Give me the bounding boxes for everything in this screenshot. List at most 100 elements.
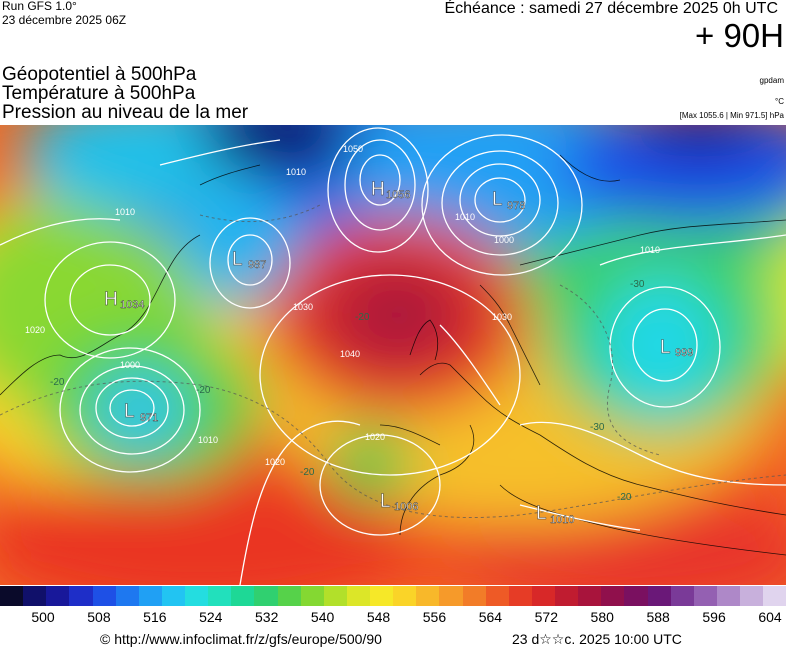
color-swatch: [624, 586, 648, 606]
color-swatch: [508, 586, 532, 606]
temperature-label: -30: [590, 422, 605, 433]
color-scale-tick: 564: [478, 609, 503, 625]
source-url: © http://www.infoclimat.fr/z/gfs/europe/…: [100, 631, 382, 647]
isobar-label: 1020: [25, 325, 45, 335]
unit-gpdam: gpdam: [759, 76, 784, 85]
pressure-center-low-1006: L 1006: [380, 491, 419, 513]
isobar-label: 1000: [120, 360, 140, 370]
isobar-label: 1000: [494, 235, 514, 245]
color-scale-ticks: 500 508 516 524 532 540 548 556 564 572 580 588 596 6…: [0, 609, 786, 627]
pressure-center-letter: H: [371, 179, 385, 200]
isobar-label: 1010: [455, 212, 475, 222]
color-swatch: [393, 586, 417, 606]
color-scale-tick: 540: [310, 609, 335, 625]
pressure-center-value: 1056: [386, 189, 410, 201]
color-swatch: [69, 586, 93, 606]
color-swatch: [439, 586, 463, 606]
color-scale-tick: 500: [31, 609, 55, 625]
color-swatch: [208, 586, 232, 606]
temperature-label: -20: [50, 377, 65, 388]
color-swatch: [740, 586, 764, 606]
color-scale-tick: 548: [366, 609, 391, 625]
color-swatch: [46, 586, 70, 606]
color-swatch: [531, 586, 555, 606]
color-swatch: [647, 586, 671, 606]
pressure-center-letter: L: [380, 491, 391, 512]
color-swatch: [115, 586, 139, 606]
pressure-center-low-987: L 987: [232, 249, 267, 271]
color-swatch: [555, 586, 579, 606]
color-swatch: [23, 586, 47, 606]
color-swatch: [716, 586, 740, 606]
pressure-center-value: 999: [675, 347, 693, 359]
title-temperature: Température à 500hPa: [2, 83, 196, 104]
temperature-label: -20: [355, 312, 370, 323]
pressure-center-high-1034: H 1034: [104, 289, 145, 311]
color-swatch: [231, 586, 255, 606]
pressure-center-value: 987: [248, 259, 266, 271]
isobar-label: 1010: [640, 245, 660, 255]
isobar-label: 1050: [343, 144, 363, 154]
generated-date: 23 d☆☆c. 2025 10:00 UTC: [512, 631, 682, 647]
temperature-label: -20: [617, 492, 632, 503]
temperature-label: -20: [300, 467, 315, 478]
color-swatch: [185, 586, 209, 606]
isobar-label: 1010: [286, 167, 306, 177]
color-swatch: [693, 586, 717, 606]
color-swatch: [462, 586, 486, 606]
color-scale-tick: 556: [422, 609, 447, 625]
isobar-label: 1040: [340, 349, 360, 359]
color-swatch: [300, 586, 324, 606]
color-swatch: [416, 586, 440, 606]
pressure-center-letter: L: [492, 189, 503, 210]
color-scale: [0, 586, 786, 606]
pressure-center-low-1010: L 1010: [536, 503, 575, 526]
color-swatch: [763, 586, 786, 606]
run-date: 23 décembre 2025 06Z: [2, 13, 127, 27]
minmax-label: [Max 1055.6 | Min 971.5] hPa: [679, 111, 784, 120]
pressure-center-value: 978: [507, 200, 525, 212]
color-swatch: [601, 586, 625, 606]
color-swatch: [370, 586, 394, 606]
color-scale-tick: 516: [143, 609, 167, 625]
color-scale-tick: 596: [702, 609, 726, 625]
color-swatch: [670, 586, 694, 606]
color-swatch: [0, 586, 24, 606]
color-scale-tick: 588: [646, 609, 670, 625]
lead-time: + 90H: [695, 17, 784, 54]
color-scale-tick: 604: [758, 609, 782, 625]
pressure-center-letter: L: [660, 337, 671, 358]
isobar-label: 1020: [365, 432, 385, 442]
color-scale-tick: 580: [590, 609, 614, 625]
isobar-label: 1030: [293, 302, 313, 312]
color-swatch: [277, 586, 301, 606]
color-swatch: [323, 586, 347, 606]
title-geopotential: Géopotentiel à 500hPa: [2, 64, 197, 85]
pressure-center-value: 971: [140, 412, 158, 424]
run-label: Run GFS 1.0°: [2, 0, 77, 13]
color-scale-tick: 524: [199, 609, 223, 625]
color-scale-tick: 532: [255, 609, 279, 625]
color-swatch: [161, 586, 185, 606]
pressure-center-high-1056: H 1056: [371, 179, 411, 201]
echeance-label: Échéance : samedi 27 décembre 2025 0h UT…: [444, 0, 778, 17]
title-pressure: Pression au niveau de la mer: [2, 102, 249, 123]
isobar-label: 1030: [492, 312, 512, 322]
pressure-center-letter: L: [232, 249, 243, 270]
color-scale-tick: 508: [87, 609, 111, 625]
color-swatch: [92, 586, 116, 606]
color-swatch: [346, 586, 370, 606]
temperature-label: -20: [196, 385, 211, 396]
isobar-label: 1010: [115, 207, 135, 217]
color-swatch: [578, 586, 602, 606]
color-scale-tick: 572: [534, 609, 558, 625]
pressure-center-value: 1006: [394, 501, 418, 513]
color-swatch: [138, 586, 162, 606]
color-swatch: [254, 586, 278, 606]
pressure-center-low-971: L 971: [124, 401, 159, 424]
pressure-center-value: 1034: [120, 299, 144, 311]
unit-celsius: °C: [775, 97, 784, 106]
isobar-label: 1010: [198, 435, 218, 445]
pressure-center-letter: H: [104, 289, 118, 310]
temperature-label: -30: [630, 279, 645, 290]
